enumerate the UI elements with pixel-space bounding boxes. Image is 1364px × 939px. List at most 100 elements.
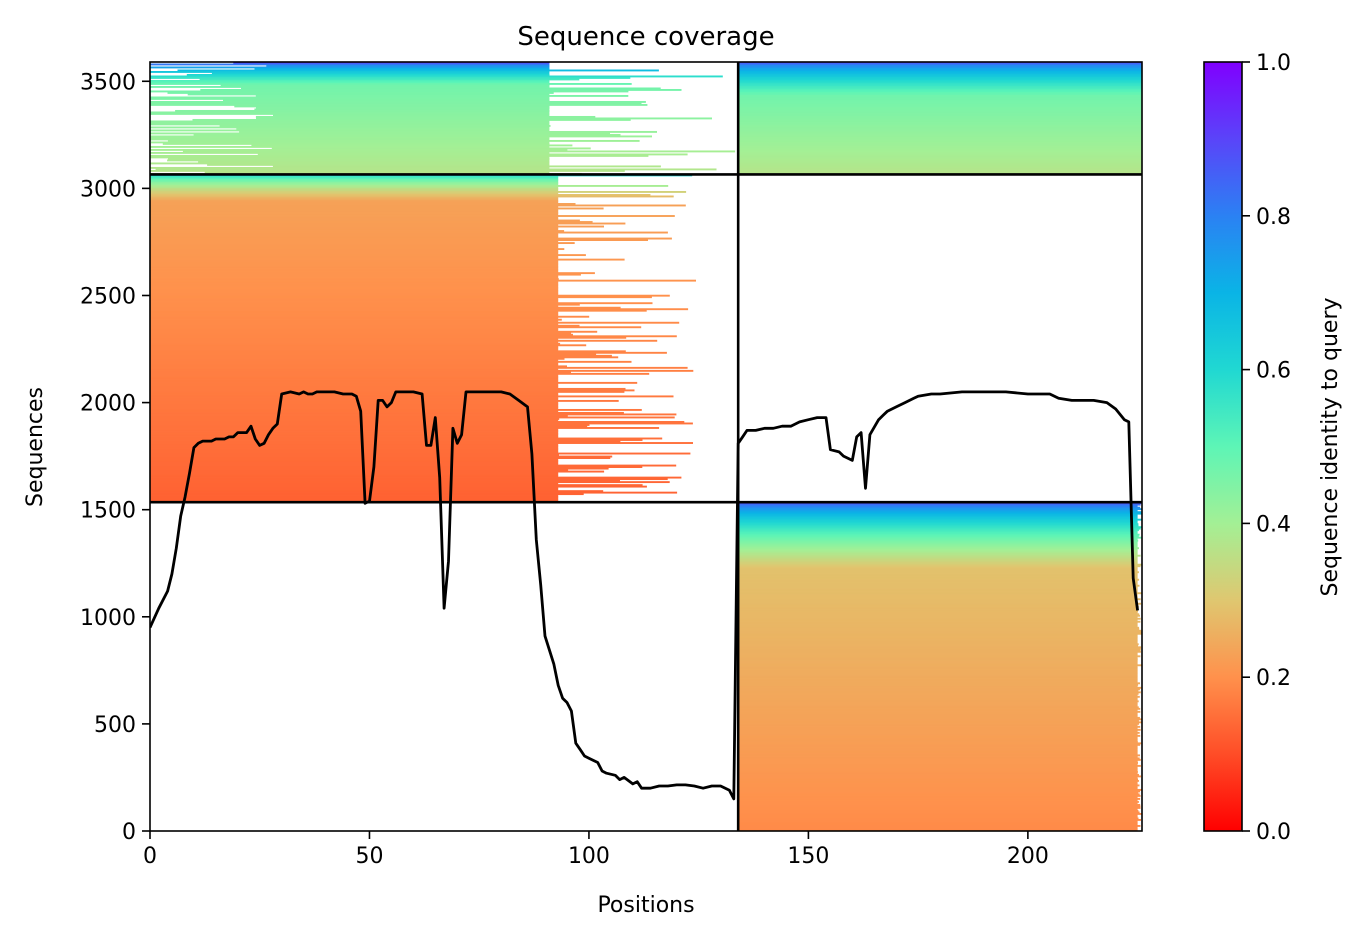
heatmap-row: [738, 169, 1142, 172]
heatmap-row: [738, 130, 1142, 133]
heatmap-row: [150, 230, 565, 232]
heatmap-row: [150, 81, 550, 84]
heatmap-row: [738, 790, 1140, 793]
x-axis-ticks: 0 50 100 150 200: [143, 831, 1049, 869]
heatmap-row: [150, 332, 572, 335]
heatmap-row: [738, 697, 1138, 700]
heatmap-row: [738, 100, 1142, 103]
heatmap-row: [738, 545, 1138, 548]
heatmap-row: [738, 803, 1141, 806]
heatmap-row: [150, 327, 559, 330]
heatmap-row: [738, 629, 1142, 632]
heatmap-row: [738, 514, 1138, 517]
heatmap-row: [738, 628, 1140, 631]
y-tick-label: 3500: [80, 70, 136, 95]
heatmap-row: [150, 175, 559, 178]
heatmap-row: [738, 805, 1141, 808]
heatmap-row: [150, 132, 610, 135]
heatmap-row: [150, 366, 688, 369]
heatmap-row: [150, 401, 559, 404]
heatmap-row: [199, 78, 580, 81]
heatmap-row: [150, 484, 643, 487]
heatmap-row: [150, 309, 647, 312]
heatmap-row: [150, 341, 559, 344]
heatmap-row: [150, 323, 559, 326]
heatmap-row: [150, 288, 559, 291]
y-tick-label: 1500: [80, 499, 136, 524]
heatmap-row: [738, 653, 1138, 656]
colorbar-ticks: 0.0 0.2 0.4 0.6 0.8 1.0: [1242, 51, 1291, 845]
coverage-line-layer: [150, 390, 1139, 801]
heatmap-row: [738, 102, 1142, 105]
heatmap-row: [150, 213, 559, 216]
heatmap-row: [150, 368, 559, 371]
heatmap-row: [150, 339, 658, 342]
heatmap-row: [150, 421, 685, 423]
heatmap-row: [738, 578, 1140, 581]
heatmap-row: [257, 153, 688, 156]
heatmap-row: [738, 69, 1142, 72]
heatmap-row: [738, 812, 1142, 815]
heatmap-row: [738, 593, 1138, 596]
heatmap-row: [738, 626, 1140, 629]
heatmap-row: [150, 427, 660, 429]
heatmap-row: [150, 178, 559, 181]
heatmap-row: [738, 733, 1138, 736]
heatmap-row: [150, 418, 560, 420]
heatmap-row: [738, 809, 1139, 812]
heatmap-row: [738, 820, 1138, 823]
heatmap-row: [150, 445, 559, 447]
heatmap-row: [150, 324, 580, 327]
heatmap-row: [150, 326, 642, 329]
heatmap-row: [150, 264, 559, 267]
heatmap-row: [738, 655, 1141, 658]
heatmap-row: [738, 112, 1142, 115]
heatmap-row: [233, 62, 550, 64]
heatmap-row: [150, 275, 559, 278]
heatmap-row: [150, 231, 668, 234]
heatmap-row: [738, 84, 1142, 87]
heatmap-row: [150, 233, 559, 235]
heatmap-row: [738, 518, 1142, 521]
x-tick-label: 150: [787, 844, 829, 869]
heatmap-row: [150, 415, 568, 417]
heatmap-row: [738, 701, 1138, 704]
heatmap-row: [738, 742, 1142, 745]
heatmap-row: [738, 572, 1138, 575]
heatmap-row: [150, 236, 559, 238]
heatmap-row: [150, 383, 559, 386]
heatmap-row: [738, 97, 1142, 100]
heatmap-row: [738, 124, 1142, 127]
heatmap-row: [738, 689, 1139, 692]
heatmap-row: [186, 74, 550, 76]
heatmap-row: [150, 254, 586, 257]
heatmap-row: [272, 165, 661, 168]
heatmap-row: [738, 743, 1141, 746]
heatmap-row: [738, 766, 1138, 769]
heatmap-row: [150, 204, 686, 207]
heatmap-row: [738, 557, 1138, 560]
heatmap-row: [738, 108, 1142, 111]
heatmap-row: [236, 127, 550, 130]
heatmap-row: [150, 333, 573, 336]
heatmap-row: [738, 634, 1138, 637]
heatmap-row: [738, 508, 1142, 511]
heatmap-row: [150, 390, 625, 393]
heatmap-row: [738, 109, 1142, 112]
heatmap-row: [738, 595, 1138, 598]
heatmap-row: [738, 683, 1139, 686]
heatmap-row: [738, 91, 1142, 94]
heatmap-row: [150, 315, 590, 318]
heatmap-row: [150, 194, 651, 196]
heatmap-row: [738, 168, 1142, 171]
heatmap-row: [738, 121, 1142, 124]
plot-frame: [149, 61, 1143, 832]
heatmap-row: [200, 88, 682, 91]
heatmap-row: [150, 413, 677, 416]
heatmap-row: [738, 82, 1142, 85]
heatmap-row: [738, 715, 1138, 718]
heatmap-row: [150, 258, 625, 261]
heatmap-row: [738, 782, 1138, 785]
heatmap-row: [150, 395, 674, 398]
heatmap-row: [150, 386, 559, 389]
